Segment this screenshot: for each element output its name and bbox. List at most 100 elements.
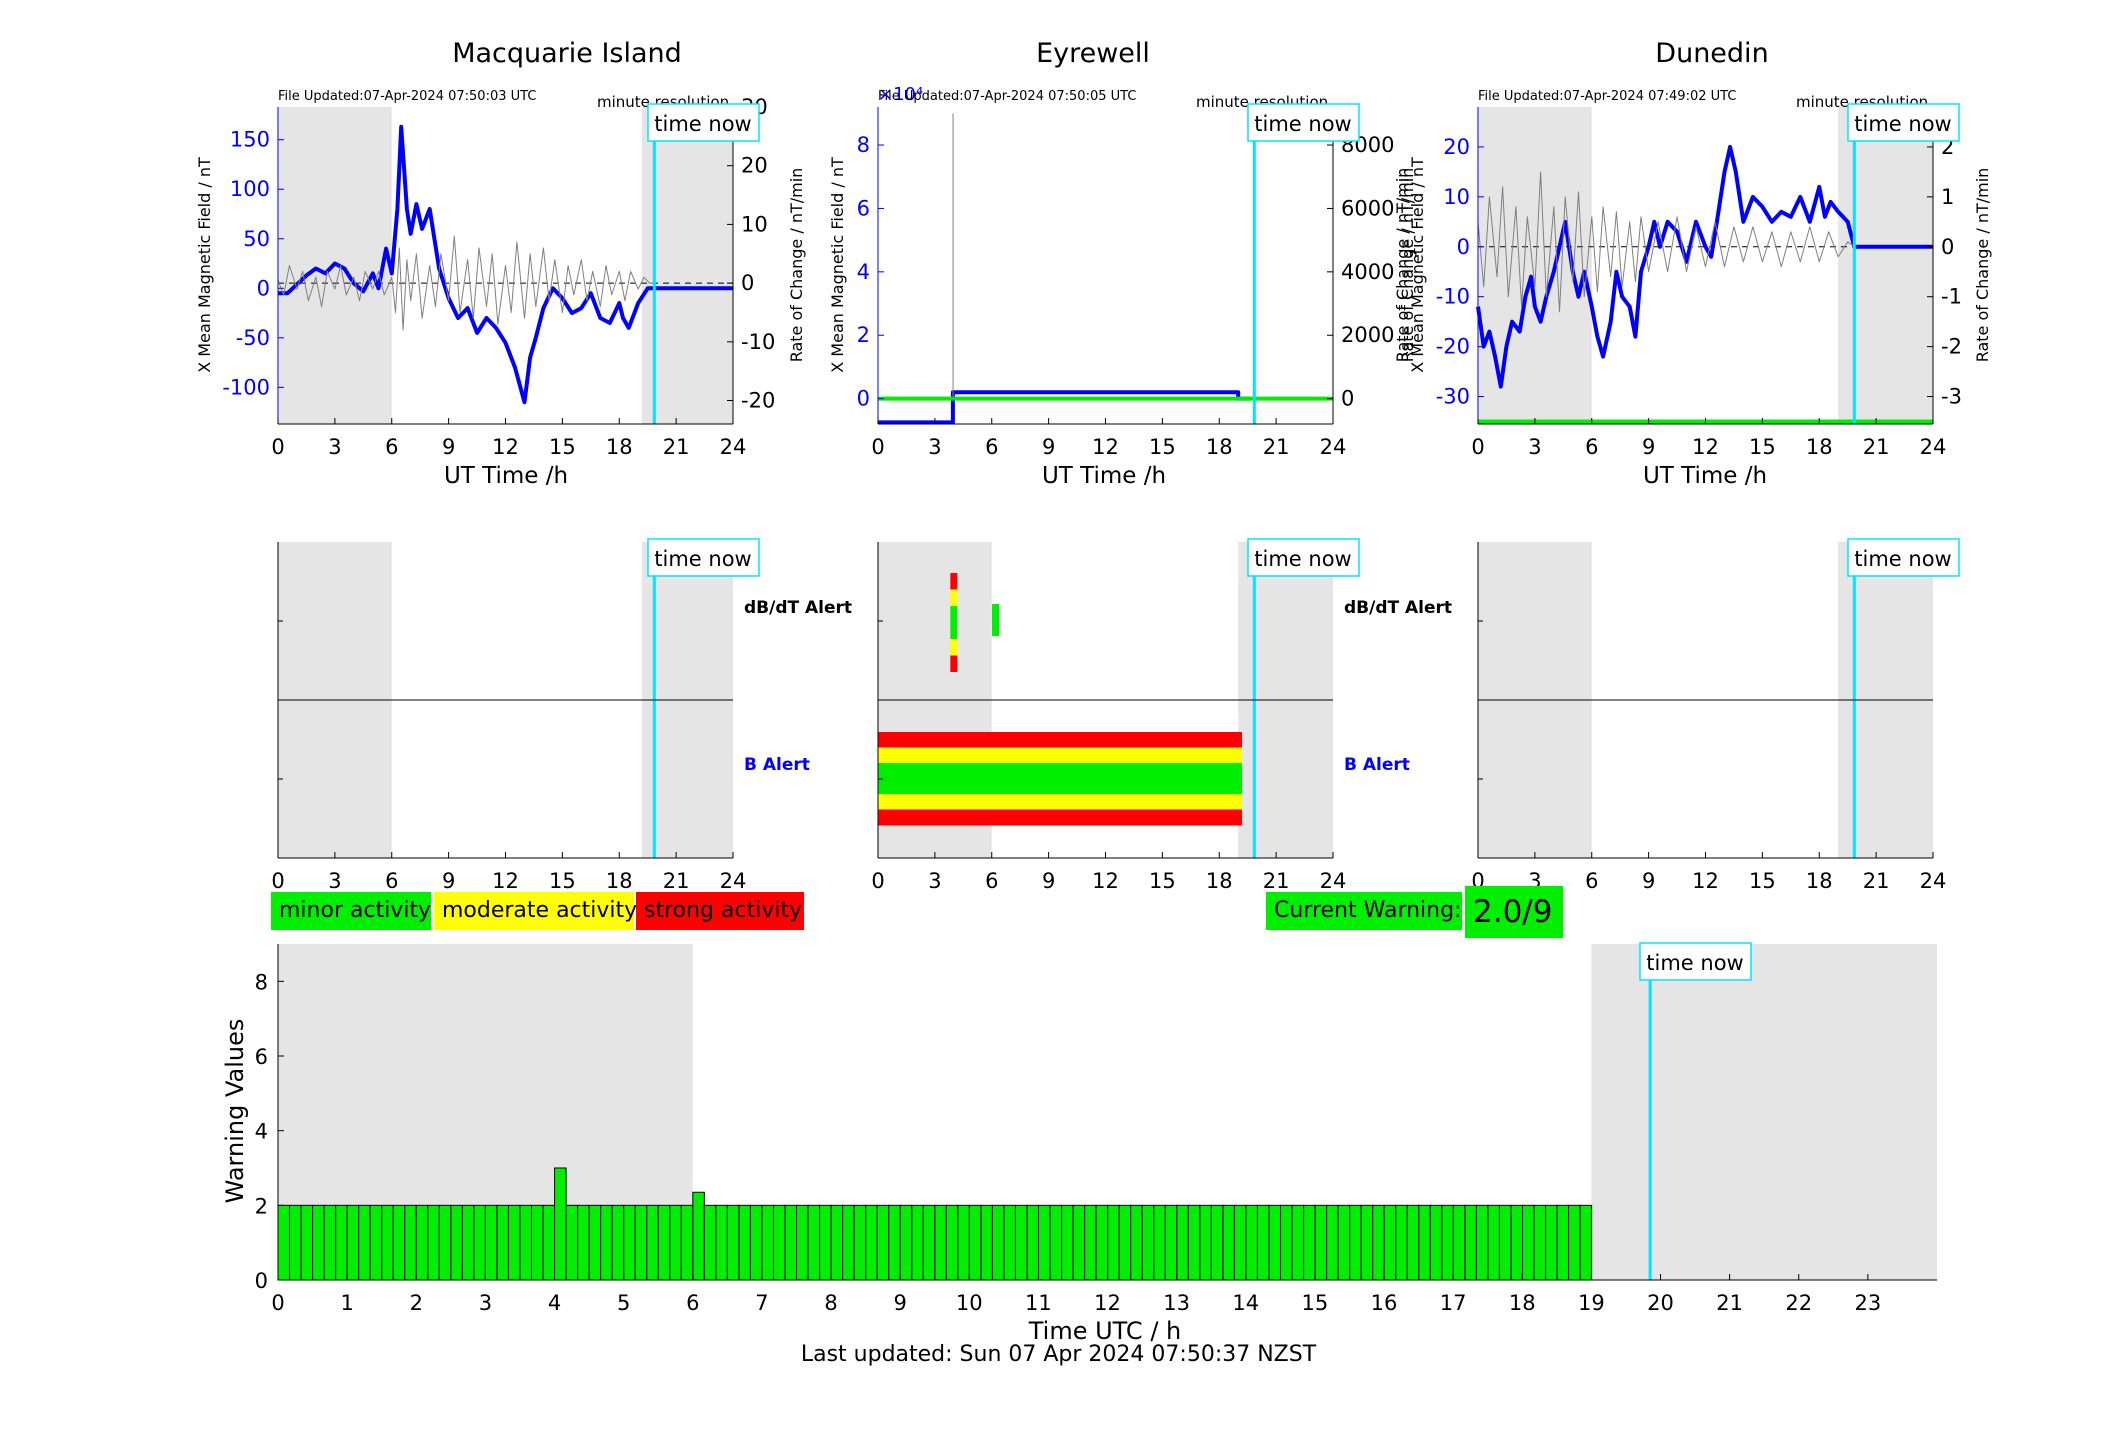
time-now-callout: time now <box>1639 942 1752 981</box>
left-y-tick-label: -50 <box>236 326 270 350</box>
left-y-tick-label: -100 <box>222 375 270 399</box>
dbdt-alert-segment <box>950 589 958 606</box>
warning-bar <box>484 1204 498 1281</box>
right-y-tick-label: -3 <box>1941 385 1962 409</box>
x-tick-label: 7 <box>755 1291 768 1315</box>
warning-bar <box>842 1204 855 1281</box>
warning-bar <box>1406 1204 1420 1281</box>
right-y-tick-label: 1 <box>1941 185 1954 209</box>
x-tick-label: 24 <box>1320 435 1347 459</box>
warning-bar <box>1130 1204 1143 1281</box>
x-tick-label: 15 <box>1749 435 1776 459</box>
warning-bar <box>369 1204 383 1281</box>
x-tick-label: 9 <box>1042 435 1055 459</box>
warning-bar <box>865 1204 878 1281</box>
x-tick-label: 15 <box>1749 869 1776 893</box>
x-tick-label: 15 <box>549 435 576 459</box>
right-y-tick-label: 20 <box>741 154 768 178</box>
left-y-tick-label: 100 <box>230 177 270 201</box>
warning-bar <box>335 1204 348 1281</box>
x-tick-label: 15 <box>1149 869 1176 893</box>
dunedin-field-panel: Dunedin File Updated:07-Apr-2024 07:49:0… <box>1398 38 1992 489</box>
x-tick-label: 21 <box>1863 435 1890 459</box>
x-tick-label: 9 <box>1642 869 1655 893</box>
dbdt-alert-label: dB/dT Alert <box>1344 598 1452 618</box>
warning-bar <box>1568 1204 1581 1281</box>
warning-bar <box>1556 1204 1570 1281</box>
warning-bar <box>1452 1204 1466 1281</box>
left-y-tick-label: 0 <box>857 387 870 411</box>
x-tick-label: 21 <box>1263 435 1290 459</box>
last-updated-footer: Last updated: Sun 07 Apr 2024 07:50:37 N… <box>800 1342 1317 1367</box>
eyrewell-field-panel: Eyrewell ×10⁴ File Updated:07-Apr-2024 0… <box>828 38 1412 489</box>
x-tick-label: 0 <box>271 435 284 459</box>
warning-bar <box>1176 1204 1189 1281</box>
y-tick-label: 6 <box>255 1045 268 1069</box>
night-shade <box>1478 107 1592 424</box>
x-tick-label: 6 <box>1585 869 1598 893</box>
b-alert-band <box>878 747 1242 764</box>
warning-bar <box>1084 1204 1097 1281</box>
warning-bar <box>830 1204 844 1281</box>
left-y-tick-label: 20 <box>1443 135 1470 159</box>
x-tick-label: 10 <box>956 1291 983 1315</box>
x-tick-label: 12 <box>1692 435 1719 459</box>
warning-bar <box>1360 1204 1374 1281</box>
x-tick-label: 20 <box>1647 1291 1674 1315</box>
x-tick-label: 2 <box>410 1291 423 1315</box>
b-alert-band <box>878 809 1242 826</box>
warning-bar <box>726 1204 740 1281</box>
right-y-tick-label: 2000 <box>1341 323 1394 347</box>
warning-bar <box>496 1204 509 1281</box>
warning-bar <box>1383 1204 1397 1281</box>
warning-bar <box>1014 1204 1028 1281</box>
right-y-tick-label: 0 <box>1941 235 1954 259</box>
warning-bar <box>1475 1204 1489 1281</box>
file-updated-label: File Updated:07-Apr-2024 07:50:03 UTC <box>278 89 536 104</box>
warning-bar <box>703 1204 717 1281</box>
x-tick-label: 3 <box>928 435 941 459</box>
x-tick-label: 18 <box>1206 869 1233 893</box>
warning-bar <box>738 1204 751 1281</box>
x-tick-label: 16 <box>1371 1291 1398 1315</box>
x-tick-label: 12 <box>1092 869 1119 893</box>
time-now-callout: time now <box>1247 103 1360 142</box>
warning-bar <box>1487 1204 1500 1281</box>
warning-bar <box>911 1204 924 1281</box>
warning-bar <box>1533 1204 1547 1281</box>
warning-bar <box>611 1204 625 1281</box>
right-y-tick-label: 6000 <box>1341 196 1394 220</box>
x-tick-label: 3 <box>928 869 941 893</box>
warning-bar <box>784 1204 798 1281</box>
dbdt-alert-segment <box>950 573 958 590</box>
warning-bar <box>427 1204 440 1281</box>
warning-bar <box>807 1204 821 1281</box>
warning-bar <box>888 1204 901 1281</box>
warning-bar <box>1153 1204 1166 1281</box>
x-tick-label: 24 <box>1920 435 1947 459</box>
right-y-tick-label: 0 <box>1341 387 1354 411</box>
left-y-tick-label: -10 <box>1436 285 1470 309</box>
x-tick-label: 12 <box>492 435 519 459</box>
warning-bar <box>565 1204 579 1281</box>
warning-bar <box>1579 1204 1593 1281</box>
x-tick-label: 15 <box>549 869 576 893</box>
warning-bar <box>657 1204 671 1281</box>
current-warning-label: Current Warning: <box>1274 898 1462 923</box>
rate-series-line <box>277 235 655 331</box>
warning-bar <box>1107 1204 1120 1281</box>
legend-moderate-activity: moderate activity <box>434 892 637 930</box>
warning-bar <box>404 1204 417 1281</box>
warning-bar <box>450 1204 463 1281</box>
dbdt-alert-segment <box>992 604 1000 636</box>
warning-bar <box>1326 1204 1339 1281</box>
x-tick-label: 24 <box>720 435 747 459</box>
warning-bar <box>1245 1204 1258 1281</box>
warning-bar <box>1026 1204 1040 1281</box>
x-tick-label: 18 <box>1509 1291 1536 1315</box>
right-y-tick-label: -20 <box>741 389 775 413</box>
warning-bar <box>438 1204 452 1281</box>
x-tick-label: 12 <box>1692 869 1719 893</box>
x-tick-label: 18 <box>1806 869 1833 893</box>
